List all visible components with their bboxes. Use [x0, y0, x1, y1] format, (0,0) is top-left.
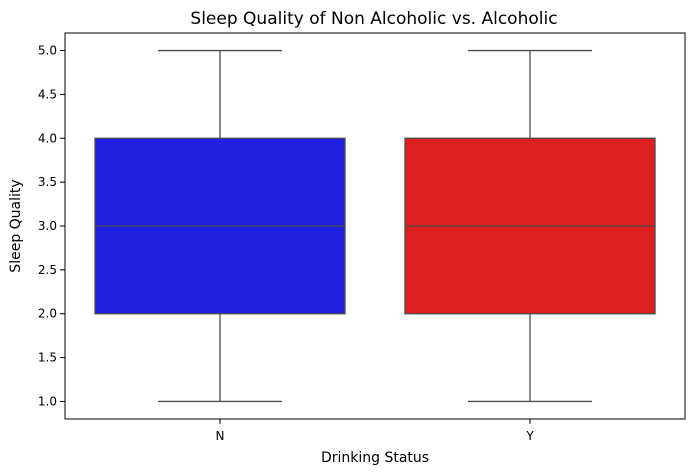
x-axis-label: Drinking Status: [321, 450, 429, 466]
y-axis-ticks: 1.0 1.5 2.0 2.5 3.0 3.5 4.0 4.5 5.0: [38, 44, 65, 408]
boxes: [94, 49, 656, 403]
chart-title: Sleep Quality of Non Alcoholic vs. Alcoh…: [190, 9, 557, 29]
plot-area-frame: [64, 32, 686, 420]
y-tick-label: 1.5: [38, 351, 57, 365]
y-tick-label: 2.0: [38, 307, 57, 321]
y-axis-label: Sleep Quality: [8, 179, 24, 272]
y-tick-label: 2.5: [38, 263, 57, 277]
x-tick-label: N: [216, 429, 225, 443]
y-tick-label: 3.0: [38, 219, 57, 233]
y-tick-label: 4.0: [38, 131, 57, 145]
x-tick-label: Y: [525, 429, 534, 443]
y-tick-label: 4.5: [38, 87, 57, 101]
box-N: [94, 49, 346, 403]
y-tick-label: 5.0: [38, 44, 57, 58]
box-Y: [404, 49, 656, 403]
y-tick-label: 3.5: [38, 175, 57, 189]
y-tick-label: 1.0: [38, 394, 57, 408]
